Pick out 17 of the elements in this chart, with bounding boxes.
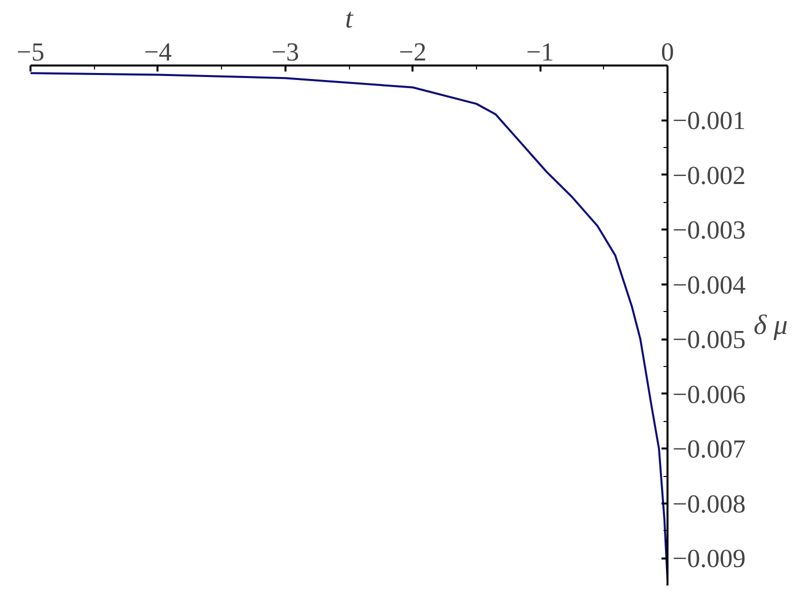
x-tick-label: 0 — [661, 38, 674, 66]
x-tick-label: −4 — [144, 38, 172, 66]
y-tick-label: −0.004 — [672, 270, 746, 300]
y-tick-label: −0.007 — [672, 434, 746, 464]
y-tick-label: −0.001 — [672, 106, 746, 136]
y-tick-label: −0.009 — [672, 544, 746, 574]
y-tick-label: −0.008 — [672, 489, 746, 518]
x-tick-label: −5 — [16, 38, 44, 66]
x-axis-title: t — [345, 4, 354, 34]
x-tick-label: −3 — [271, 38, 300, 66]
y-tick-label: −0.002 — [672, 160, 746, 190]
y-axis-title: δ μ — [754, 310, 788, 341]
y-tick-label: −0.003 — [672, 216, 746, 245]
y-tick-label: −0.006 — [672, 380, 746, 409]
y-tick-label: −0.005 — [672, 325, 746, 354]
x-tick-label: −2 — [398, 38, 427, 66]
x-tick-label: −1 — [526, 38, 554, 66]
